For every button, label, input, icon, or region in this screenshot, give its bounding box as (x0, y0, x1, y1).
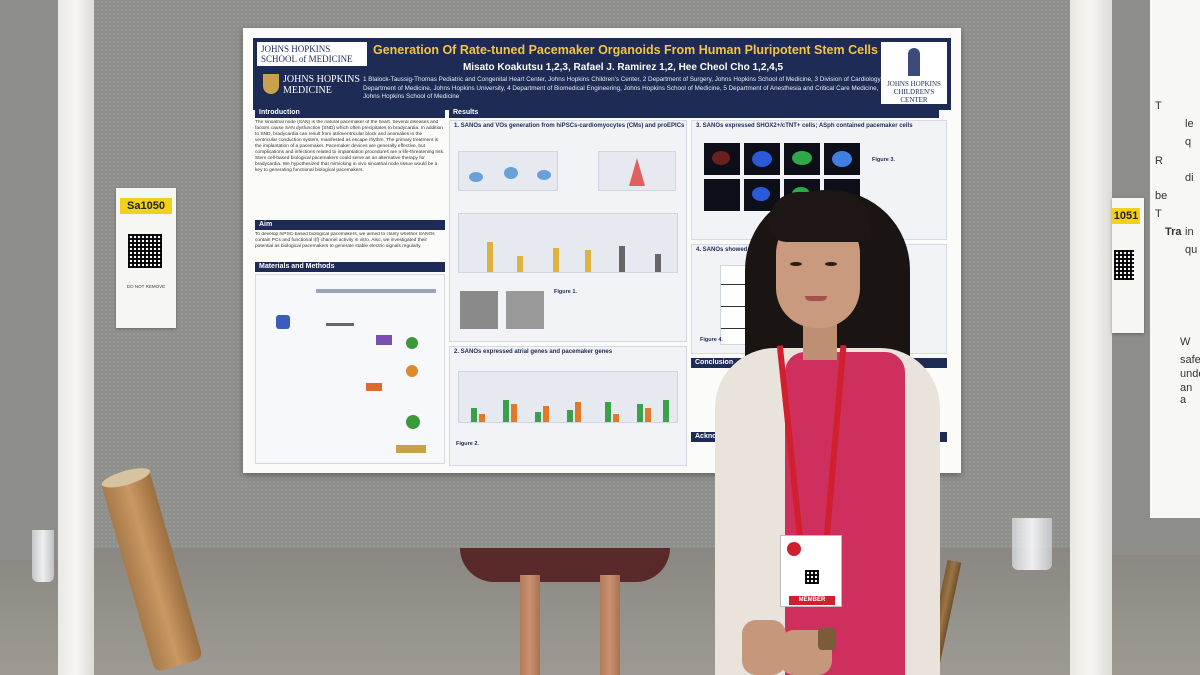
qr-code-icon (805, 570, 819, 584)
presenter-eye (790, 262, 802, 266)
methods-schematic (255, 274, 445, 464)
jhu-childrens-center-logo: JOHNS HOPKINS CHILDREN'S CENTER (881, 42, 947, 104)
edge-letter: safe (1180, 354, 1200, 366)
presenter-smile (805, 296, 827, 301)
aim-text: To develop hiPSC-based biological pacema… (255, 232, 435, 249)
panel-title: 2. SANOs expressed atrial genes and pace… (454, 349, 613, 355)
jhu-school-of-medicine-logo: JOHNS HOPKINS SCHOOL of MEDICINE (257, 42, 367, 66)
panel-title: 3. SANOs expressed SHOX2+/cTNT+ cells; A… (696, 123, 913, 129)
edge-letter: T (1155, 208, 1162, 220)
introduction-text: The sinoatrial node (SAN) is the natural… (255, 120, 445, 173)
presenter-bangs (768, 192, 870, 242)
board-post-right (1070, 0, 1112, 675)
poster-number-card-left: Sa1050 DO NOT REMOVE (116, 188, 176, 328)
edge-letter: be (1155, 190, 1168, 202)
poster-number-card-right: 1051 (1112, 198, 1144, 333)
poster-authors: Misato Koakutsu 1,2,3, Rafael J. Ramirez… (462, 62, 784, 73)
edge-letter: T (1155, 100, 1162, 112)
poster-number-tag: Sa1050 (120, 198, 172, 214)
figure-label: Figure 1. (554, 289, 577, 295)
qr-code-icon (1114, 250, 1134, 280)
poster-header: JOHNS HOPKINS SCHOOL of MEDICINE JOHNS H… (253, 38, 951, 110)
felt-board-left (0, 0, 60, 560)
background-person-leg (600, 575, 620, 675)
edge-letter: qu (1185, 244, 1198, 256)
panel-title: 4. SANOs showed faster (696, 247, 766, 253)
heart-logo-icon (787, 542, 801, 556)
poster-number-tag: 1051 (1112, 208, 1140, 224)
logo-text: JOHNS HOPKINS CHILDREN'S CENTER (887, 80, 941, 104)
section-results: Results (449, 108, 939, 118)
atrial-genes-bars (458, 371, 678, 423)
card-note: DO NOT REMOVE (126, 284, 166, 289)
edge-letter: R (1155, 155, 1163, 167)
results-panel-1: 1. SANOs and VOs generation from hiPSCs-… (449, 120, 687, 342)
logo-text: JOHNS HOPKINS MEDICINE (283, 74, 360, 96)
edge-letter: di (1185, 172, 1194, 184)
poster-title: Generation Of Rate-tuned Pacemaker Organ… (373, 43, 878, 57)
section-materials: Materials and Methods (255, 262, 445, 272)
histogram-plot (598, 151, 676, 191)
vo-micrograph (506, 291, 544, 329)
adjacent-poster-right (1150, 0, 1200, 518)
gene-expression-bars (458, 213, 678, 273)
figure-label: Figure 3. (872, 157, 895, 163)
board-post-left (58, 0, 94, 675)
name-badge: MEMBER (780, 535, 842, 607)
edge-letter: in (1185, 226, 1194, 238)
poster-affiliations: 1 Blalock-Taussig-Thomas Pediatric and C… (363, 76, 882, 100)
presenter-eye (825, 262, 837, 266)
flow-cytometry-plots (458, 151, 558, 191)
plastic-cup (32, 530, 54, 582)
immunostain-image (704, 179, 740, 211)
edge-letter: le (1185, 118, 1194, 130)
immunostain-image (744, 143, 780, 175)
plastic-cup (1012, 518, 1052, 570)
edge-letter: Tra (1165, 226, 1182, 238)
jhu-medicine-logo: JOHNS HOPKINS MEDICINE (257, 70, 367, 104)
panel-title: 1. SANOs and VOs generation from hiPSCs-… (454, 123, 685, 129)
background-person-skirt (460, 548, 670, 582)
figure-label: Figure 4. (700, 337, 723, 343)
background-person-leg (520, 575, 540, 675)
shield-icon (263, 74, 279, 94)
edge-letter: unde (1180, 368, 1200, 380)
immunostain-image (824, 143, 860, 175)
edge-letter: q (1185, 136, 1192, 148)
presenter-shirt (785, 352, 905, 675)
wristwatch-icon (818, 628, 836, 650)
sano-micrograph (460, 291, 498, 329)
member-label: MEMBER (789, 596, 835, 605)
edge-letter: W (1180, 336, 1191, 348)
presenter-hand (742, 620, 786, 675)
qr-code-icon (128, 234, 162, 268)
immunostain-image (704, 143, 740, 175)
edge-letter: an a (1180, 382, 1193, 406)
section-aim: Aim (255, 220, 445, 230)
tower-icon (908, 48, 920, 76)
section-introduction: Introduction (255, 108, 445, 118)
immunostain-image (784, 143, 820, 175)
results-panel-2: 2. SANOs expressed atrial genes and pace… (449, 346, 687, 466)
figure-label: Figure 2. (456, 441, 479, 447)
